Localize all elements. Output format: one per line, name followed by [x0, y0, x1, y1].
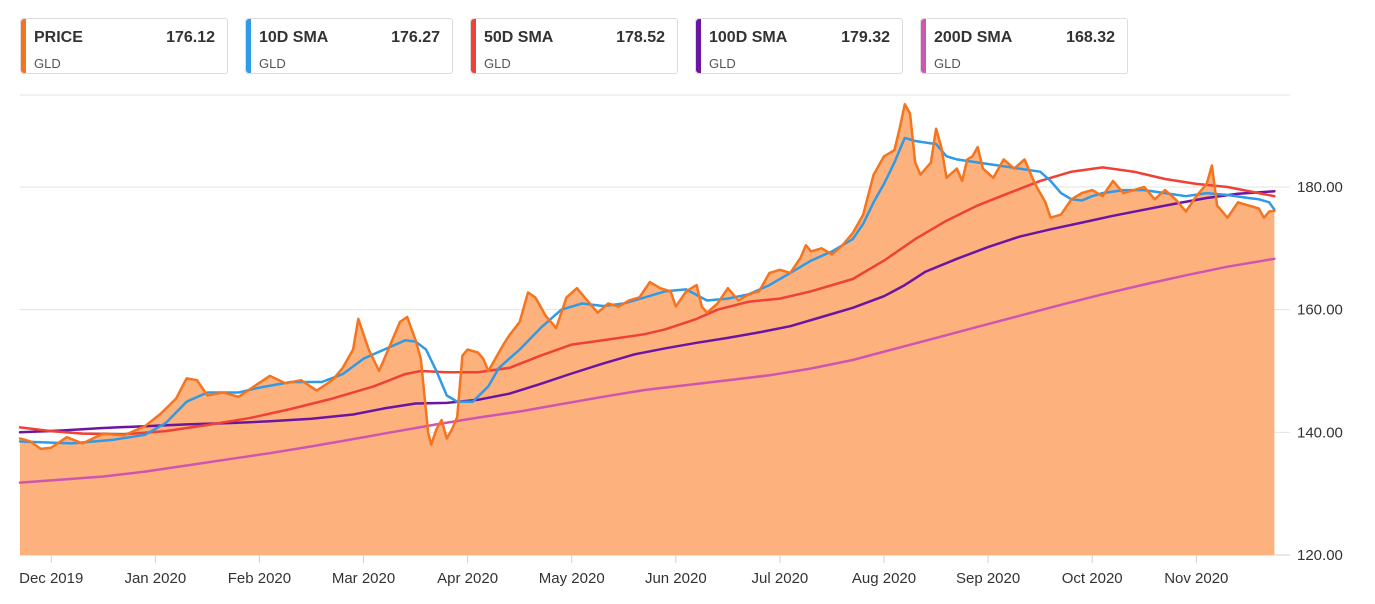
legend-card-200d-sma[interactable]: 200D SMA 168.32 GLD — [920, 18, 1128, 74]
x-tick-label: Mar 2020 — [332, 570, 395, 587]
y-tick-label: 120.00 — [1297, 547, 1343, 564]
y-tick-label: 180.00 — [1297, 179, 1343, 196]
series-lines — [18, 102, 1276, 484]
x-tick-label: Jun 2020 — [645, 570, 707, 587]
legend-series-value: 179.32 — [841, 29, 890, 46]
legend-card-50d-sma[interactable]: 50D SMA 178.52 GLD — [470, 18, 678, 74]
x-tick-label: Oct 2020 — [1062, 570, 1123, 587]
y-axis-ticks: 120.00 140.00 160.00 180.00 — [1297, 179, 1343, 564]
x-tick-label: Jul 2020 — [752, 570, 809, 587]
series-line-100d-sma — [18, 190, 1276, 434]
legend-card-10d-sma[interactable]: 10D SMA 176.27 GLD — [245, 18, 453, 74]
x-tick-label: Nov 2020 — [1164, 570, 1228, 587]
legend: PRICE 176.12 GLD 10D SMA 176.27 GLD 50D … — [20, 18, 1145, 74]
legend-series-symbol: GLD — [709, 56, 736, 71]
legend-series-symbol: GLD — [259, 56, 286, 71]
x-tick-label: Aug 2020 — [852, 570, 916, 587]
x-tick-label: May 2020 — [539, 570, 605, 587]
series-line-50d-sma — [18, 166, 1276, 436]
legend-series-symbol: GLD — [484, 56, 511, 71]
legend-color-bar — [246, 19, 251, 73]
x-tick-label: Sep 2020 — [956, 570, 1020, 587]
legend-series-name: PRICE — [34, 29, 83, 46]
x-tick-label: Apr 2020 — [437, 570, 498, 587]
legend-series-name: 50D SMA — [484, 29, 554, 46]
legend-card-100d-sma[interactable]: 100D SMA 179.32 GLD — [695, 18, 903, 74]
legend-series-name: 200D SMA — [934, 29, 1013, 46]
legend-color-bar — [921, 19, 926, 73]
legend-color-bar — [696, 19, 701, 73]
legend-series-symbol: GLD — [34, 56, 61, 71]
legend-card-price[interactable]: PRICE 176.12 GLD — [20, 18, 228, 74]
x-axis-ticks: Dec 2019 Jan 2020 Feb 2020 Mar 2020 Apr 2020… — [19, 555, 1228, 587]
legend-color-bar — [471, 19, 476, 73]
series-line-200d-sma — [18, 257, 1276, 484]
y-tick-label: 140.00 — [1297, 424, 1343, 441]
legend-series-value: 178.52 — [616, 29, 665, 46]
legend-series-name: 10D SMA — [259, 29, 329, 46]
y-tick-label: 160.00 — [1297, 302, 1343, 319]
legend-series-value: 168.32 — [1066, 29, 1115, 46]
legend-series-value: 176.12 — [166, 29, 215, 46]
series-line-price — [18, 102, 1276, 451]
x-tick-label: Feb 2020 — [228, 570, 291, 587]
x-tick-label: Dec 2019 — [19, 570, 83, 587]
price-area-fill — [20, 104, 1275, 555]
price-area — [20, 104, 1275, 555]
legend-series-symbol: GLD — [934, 56, 961, 71]
x-tick-label: Jan 2020 — [124, 570, 186, 587]
legend-series-name: 100D SMA — [709, 29, 788, 46]
legend-series-value: 176.27 — [391, 29, 440, 46]
legend-color-bar — [21, 19, 26, 73]
